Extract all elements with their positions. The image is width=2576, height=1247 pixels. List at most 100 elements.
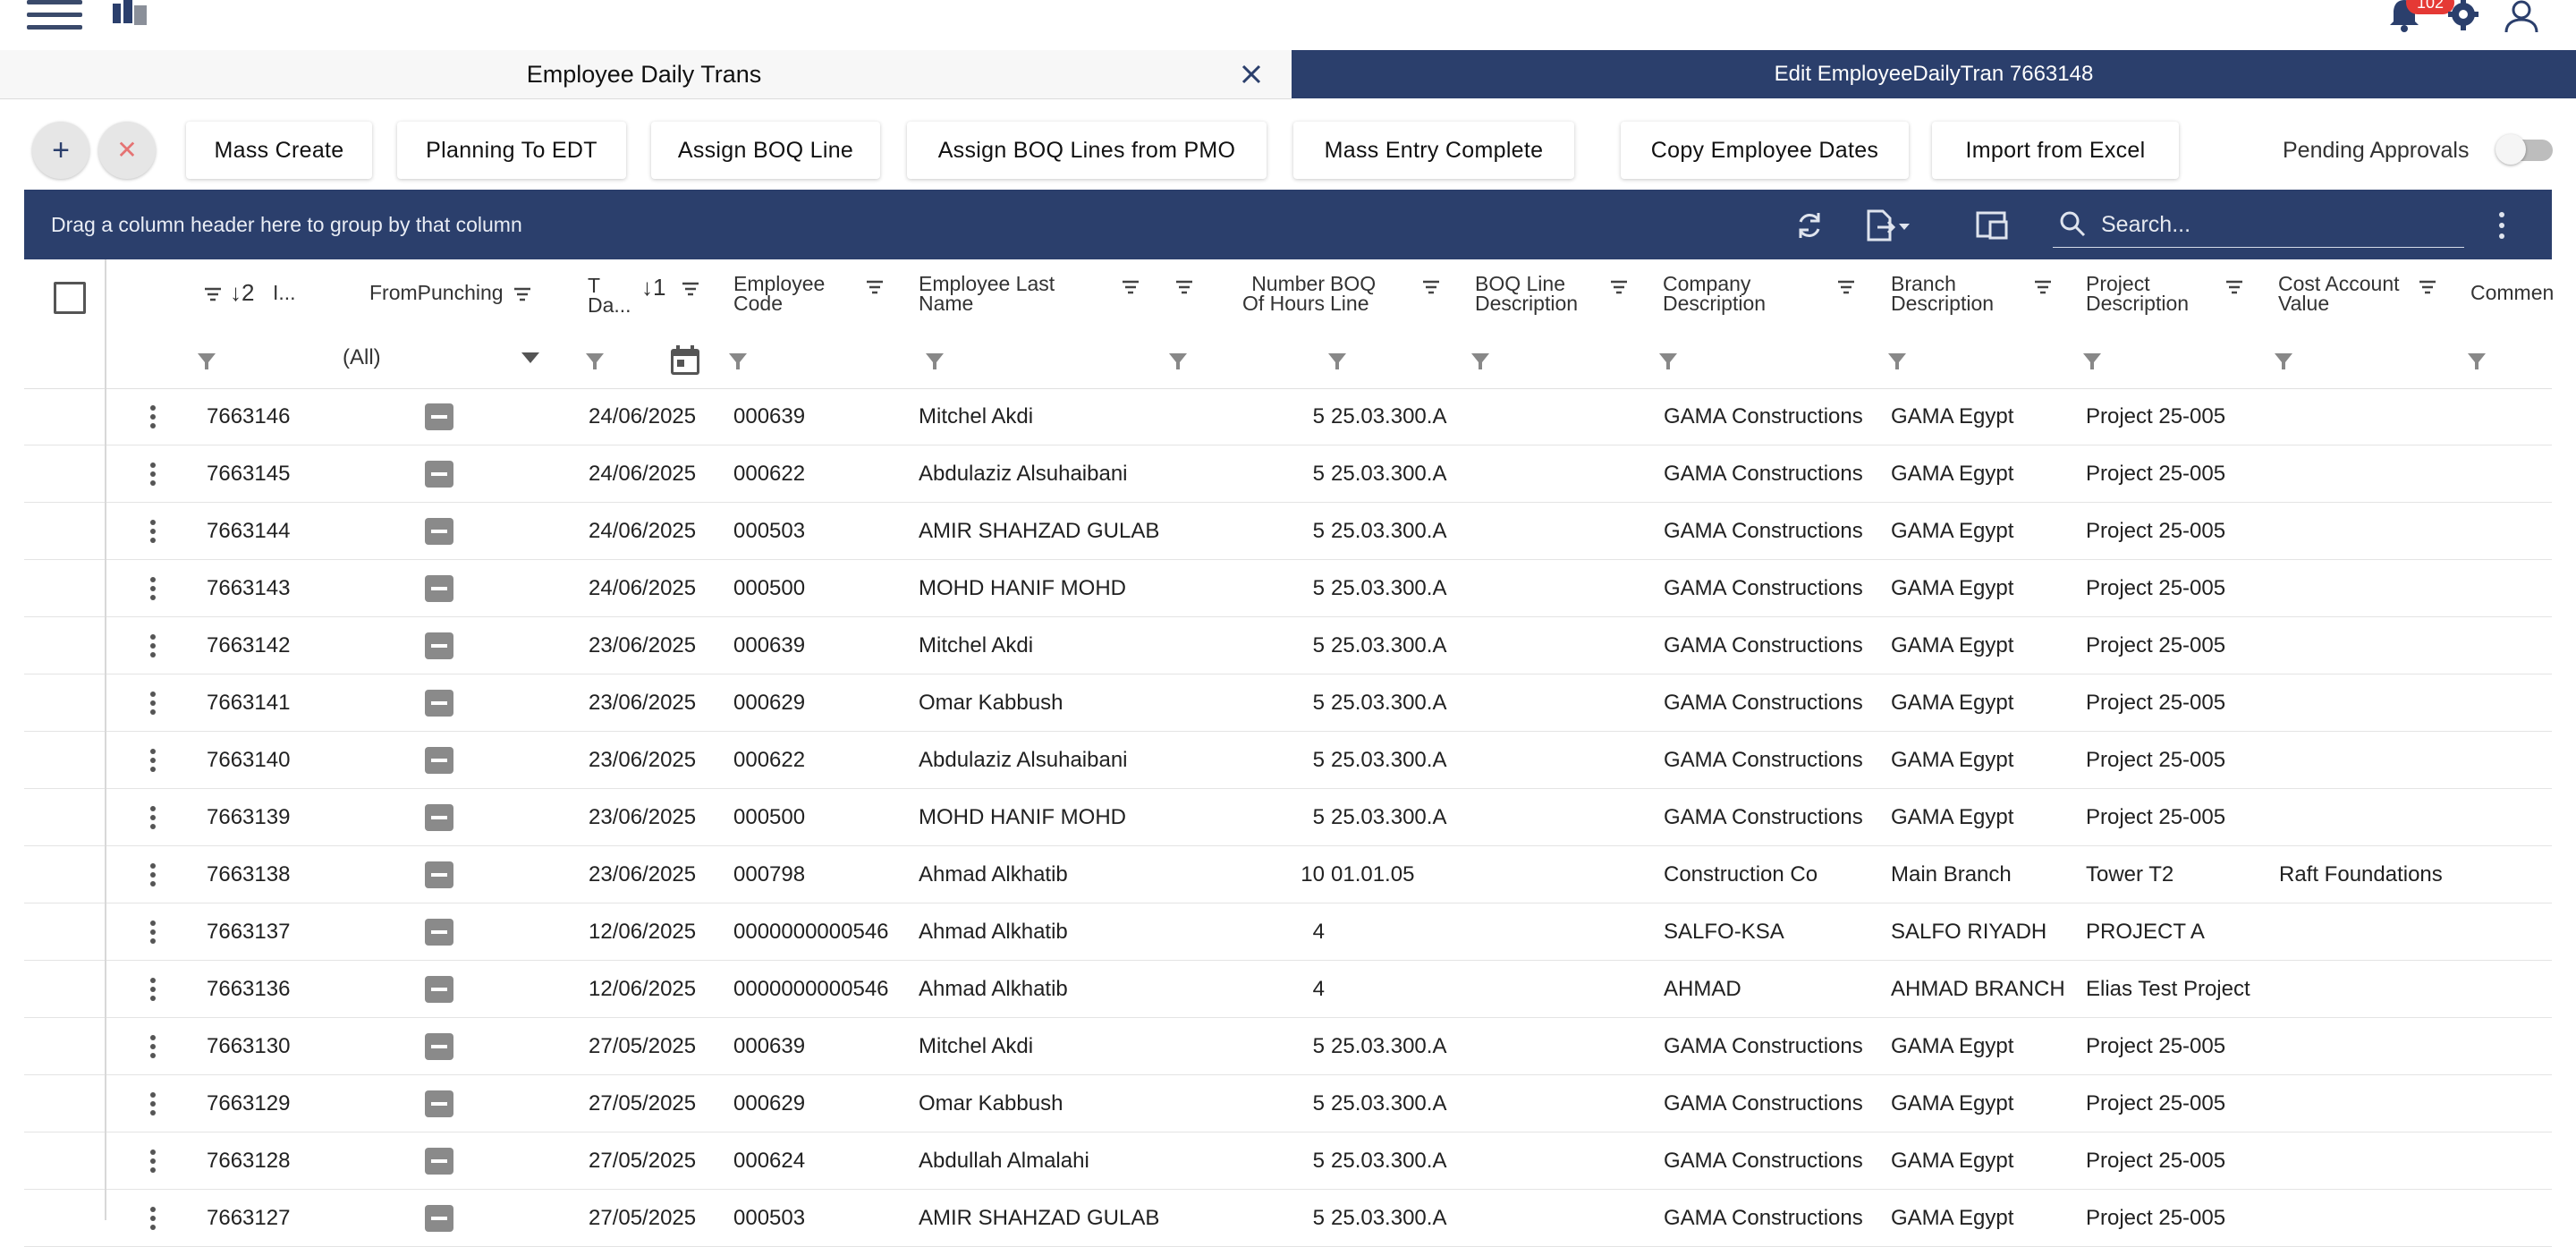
group-panel-hint[interactable]: Drag a column header here to group by th… <box>51 213 522 236</box>
header-date-t[interactable]: T <box>588 274 601 297</box>
filter-menu-icon[interactable] <box>865 277 885 297</box>
from-punching-checkbox[interactable] <box>425 976 453 1003</box>
table-row[interactable]: 7663141 23/06/2025 000629 Omar Kabbush 5 25.0… <box>24 674 2552 732</box>
filter-menu-icon[interactable] <box>1121 277 1140 297</box>
filter-icon[interactable] <box>1886 351 1908 372</box>
filter-menu-icon[interactable] <box>513 284 532 304</box>
header-project-1[interactable]: Project <box>2086 272 2150 295</box>
row-menu-icon[interactable] <box>144 462 162 487</box>
copy-employee-dates-button[interactable]: Copy Employee Dates <box>1621 122 1909 179</box>
from-punching-checkbox[interactable] <box>425 461 453 488</box>
row-menu-icon[interactable] <box>144 633 162 658</box>
header-hours-1[interactable]: Number <box>1251 272 1325 295</box>
from-punching-checkbox[interactable] <box>425 518 453 545</box>
filter-icon[interactable] <box>924 351 945 372</box>
header-employee-last-name-1[interactable]: Employee Last <box>919 272 1055 295</box>
header-cost-account-2[interactable]: Value <box>2278 292 2330 315</box>
filter-icon[interactable] <box>2273 351 2294 372</box>
from-punching-filter-select[interactable]: (All) <box>343 345 539 376</box>
user-icon[interactable] <box>2503 0 2540 34</box>
row-menu-icon[interactable] <box>144 691 162 716</box>
column-chooser-icon[interactable] <box>1974 208 2010 243</box>
table-row[interactable]: 7663128 27/05/2025 000624 Abdullah Almalahi… <box>24 1132 2552 1190</box>
assign-boq-lines-from-pmo-button[interactable]: Assign BOQ Lines from PMO <box>907 122 1267 179</box>
filter-icon[interactable] <box>1657 351 1679 372</box>
row-menu-icon[interactable] <box>144 862 162 887</box>
header-comment[interactable]: Commen <box>2470 281 2555 304</box>
from-punching-checkbox[interactable] <box>425 1090 453 1117</box>
from-punching-checkbox[interactable] <box>425 861 453 888</box>
table-row[interactable]: 7663142 23/06/2025 000639 Mitchel Akdi 5 25.0… <box>24 617 2552 674</box>
filter-menu-icon[interactable] <box>2418 277 2437 297</box>
row-menu-icon[interactable] <box>144 920 162 945</box>
table-row[interactable]: 7663137 12/06/2025 0000000000546 Ahmad Alkh… <box>24 903 2552 961</box>
row-menu-icon[interactable] <box>144 1034 162 1059</box>
table-row[interactable]: 7663140 23/06/2025 000622 Abdulaziz Alsuhai… <box>24 732 2552 789</box>
filter-menu-icon[interactable] <box>2224 277 2244 297</box>
filter-icon[interactable] <box>196 351 217 372</box>
sort-filter-icon[interactable] <box>203 284 223 304</box>
from-punching-checkbox[interactable] <box>425 1033 453 1060</box>
row-menu-icon[interactable] <box>144 805 162 830</box>
row-menu-icon[interactable] <box>144 977 162 1002</box>
header-company-1[interactable]: Company <box>1663 272 1751 295</box>
from-punching-checkbox[interactable] <box>425 575 453 602</box>
filter-menu-icon[interactable] <box>1421 277 1441 297</box>
from-punching-checkbox[interactable] <box>425 1205 453 1232</box>
table-row[interactable]: 7663146 24/06/2025 000639 Mitchel Akdi 5 25.0… <box>24 388 2552 445</box>
table-row[interactable]: 7663144 24/06/2025 000503 AMIR SHAHZAD GULA… <box>24 503 2552 560</box>
from-punching-checkbox[interactable] <box>425 632 453 659</box>
import-from-excel-button[interactable]: Import from Excel <box>1932 122 2179 179</box>
filter-icon[interactable] <box>1470 351 1491 372</box>
header-employee-last-name-2[interactable]: Name <box>919 292 974 315</box>
from-punching-checkbox[interactable] <box>425 1148 453 1175</box>
export-icon[interactable] <box>1863 208 1911 243</box>
filter-icon[interactable] <box>2466 351 2487 372</box>
filter-icon[interactable] <box>727 351 749 372</box>
header-from-punching[interactable]: FromPunching <box>369 281 504 304</box>
table-row[interactable]: 7663145 24/06/2025 000622 Abdulaziz Alsuhai… <box>24 445 2552 503</box>
header-employee-code-1[interactable]: Employee <box>733 272 826 295</box>
filter-menu-icon[interactable] <box>2033 277 2053 297</box>
row-menu-icon[interactable] <box>144 748 162 773</box>
pending-approvals-toggle[interactable] <box>2496 134 2555 165</box>
close-icon[interactable] <box>1234 57 1268 91</box>
table-row[interactable]: 7663138 23/06/2025 000798 Ahmad Alkhatib 10 0… <box>24 846 2552 903</box>
header-boq-line-1[interactable]: BOQ <box>1330 272 1377 295</box>
mass-entry-complete-button[interactable]: Mass Entry Complete <box>1293 122 1574 179</box>
more-vert-icon[interactable] <box>2491 208 2512 243</box>
from-punching-checkbox[interactable] <box>425 919 453 946</box>
header-id[interactable]: I... <box>273 281 296 304</box>
header-cost-account-1[interactable]: Cost Account <box>2278 272 2400 295</box>
from-punching-checkbox[interactable] <box>425 804 453 831</box>
header-employee-code-2[interactable]: Code <box>733 292 783 315</box>
from-punching-checkbox[interactable] <box>425 747 453 774</box>
filter-icon[interactable] <box>2081 351 2103 372</box>
add-button[interactable]: + <box>32 122 89 179</box>
table-row[interactable]: 7663143 24/06/2025 000500 MOHD HANIF MOHD 5 2… <box>24 560 2552 617</box>
row-menu-icon[interactable] <box>144 519 162 544</box>
select-all-checkbox[interactable] <box>54 282 86 314</box>
filter-icon[interactable] <box>584 351 606 372</box>
tab-edit-employee-daily-tran[interactable]: Edit EmployeeDailyTran 7663148 <box>1292 50 2576 98</box>
row-menu-icon[interactable] <box>144 1206 162 1231</box>
header-date-da[interactable]: Da... <box>588 293 631 317</box>
header-branch-1[interactable]: Branch <box>1891 272 1956 295</box>
table-row[interactable]: 7663127 27/05/2025 000503 AMIR SHAHZAD GULA… <box>24 1190 2552 1247</box>
header-branch-2[interactable]: Description <box>1891 292 1995 315</box>
row-menu-icon[interactable] <box>144 1091 162 1116</box>
from-punching-checkbox[interactable] <box>425 690 453 717</box>
filter-menu-icon[interactable] <box>1836 277 1856 297</box>
header-boq-desc-1[interactable]: BOQ Line <box>1475 272 1565 295</box>
filter-icon[interactable] <box>1167 351 1189 372</box>
filter-menu-icon[interactable] <box>681 279 700 299</box>
from-punching-checkbox[interactable] <box>425 403 453 430</box>
table-row[interactable]: 7663136 12/06/2025 0000000000546 Ahmad Alkh… <box>24 961 2552 1018</box>
mass-create-button[interactable]: Mass Create <box>186 122 372 179</box>
planning-to-edt-button[interactable]: Planning To EDT <box>397 122 626 179</box>
gear-icon[interactable] <box>2445 0 2481 32</box>
filter-menu-icon[interactable] <box>1609 277 1629 297</box>
hamburger-icon[interactable] <box>27 0 82 30</box>
table-row[interactable]: 7663139 23/06/2025 000500 MOHD HANIF MOHD 5 2… <box>24 789 2552 846</box>
table-row[interactable]: 7663130 27/05/2025 000639 Mitchel Akdi 5 25.0… <box>24 1018 2552 1075</box>
